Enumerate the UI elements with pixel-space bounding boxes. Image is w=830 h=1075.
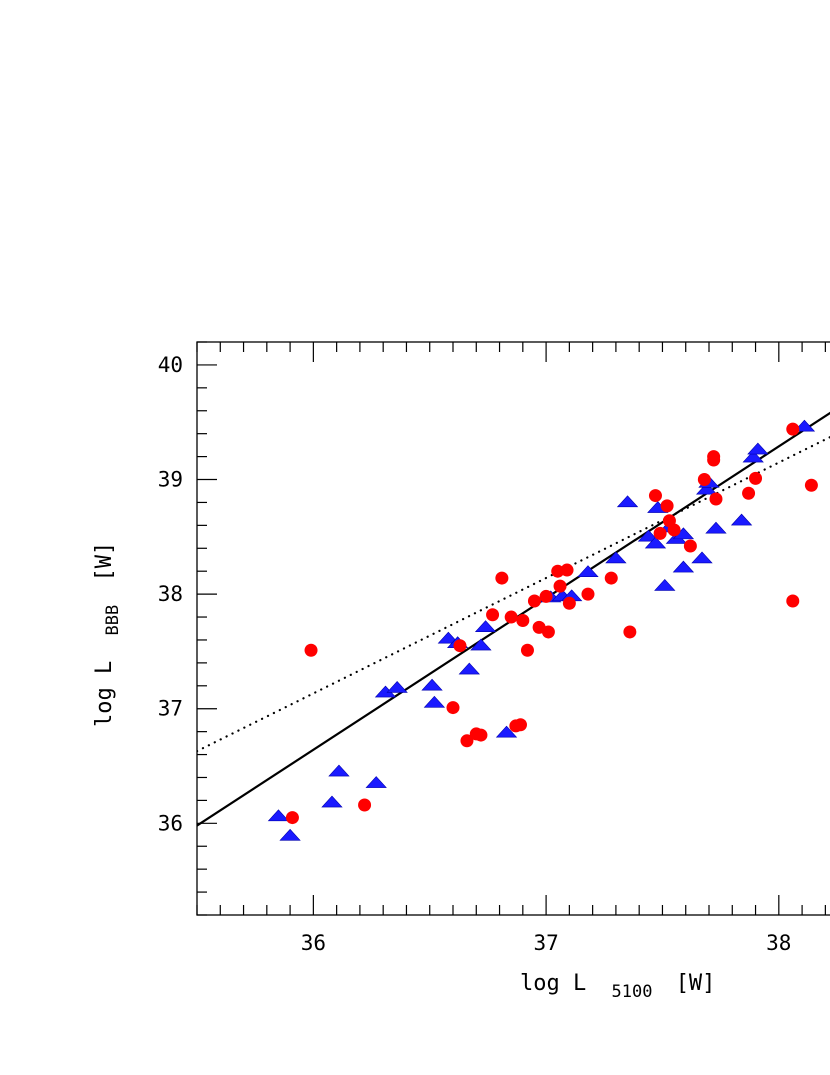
triangle-marker bbox=[386, 681, 408, 693]
circle-marker bbox=[623, 625, 637, 639]
circle-marker bbox=[697, 473, 711, 487]
triangle-marker bbox=[458, 662, 480, 675]
triangle-marker bbox=[742, 450, 764, 463]
y-axis-label-sub: BBB bbox=[103, 605, 123, 636]
circle-marker bbox=[553, 579, 567, 593]
circle-marker bbox=[460, 734, 474, 748]
circle-marker bbox=[285, 811, 299, 825]
triangle-marker bbox=[328, 764, 350, 777]
x-tick-label: 37 bbox=[533, 931, 558, 955]
circle-marker bbox=[742, 486, 756, 500]
circle-marker bbox=[453, 639, 467, 653]
x-axis-label-main: log L bbox=[520, 971, 586, 996]
triangle-marker bbox=[470, 638, 492, 651]
circle-marker bbox=[709, 492, 723, 506]
circle-marker bbox=[513, 718, 527, 732]
circle-marker bbox=[562, 596, 576, 610]
triangle-marker bbox=[605, 551, 627, 564]
y-tick-label: 36 bbox=[158, 811, 183, 835]
y-axis-label-main: log L bbox=[92, 661, 117, 727]
circle-marker bbox=[648, 489, 662, 503]
x-tick-label: 36 bbox=[301, 931, 326, 955]
y-axis-title: log L BBB [W] bbox=[92, 542, 124, 727]
circle-marker bbox=[683, 539, 697, 553]
triangle-marker bbox=[637, 529, 660, 542]
triangle-marker bbox=[577, 565, 599, 578]
triangle-marker bbox=[267, 809, 290, 822]
circle-marker bbox=[516, 613, 530, 627]
triangle-marker bbox=[616, 495, 639, 508]
circle-marker bbox=[660, 499, 674, 513]
y-tick-label: 38 bbox=[158, 582, 183, 606]
y-axis-label-unit: [W] bbox=[92, 542, 117, 582]
data-markers bbox=[267, 419, 818, 841]
circle-marker bbox=[358, 798, 372, 812]
circle-marker bbox=[786, 422, 800, 436]
triangle-marker bbox=[279, 828, 301, 841]
triangle-marker bbox=[365, 776, 387, 788]
y-tick-label: 37 bbox=[158, 697, 183, 721]
circle-marker bbox=[474, 728, 488, 742]
circle-marker bbox=[539, 589, 553, 603]
axis-ticks bbox=[196, 341, 826, 916]
triangle-marker bbox=[437, 631, 460, 644]
axis-tick-labels: 36 37 38 36 37 38 39 40 bbox=[158, 353, 792, 955]
triangle-marker bbox=[705, 521, 727, 534]
circle-marker bbox=[504, 610, 518, 624]
triangle-marker bbox=[495, 725, 518, 738]
circle-marker bbox=[786, 594, 800, 608]
plot-frame bbox=[196, 341, 830, 916]
y-tick-label: 39 bbox=[158, 468, 183, 492]
circle-marker bbox=[749, 471, 763, 485]
triangle-marker bbox=[730, 513, 753, 526]
y-tick-label: 40 bbox=[158, 353, 183, 377]
triangle-marker bbox=[644, 536, 667, 549]
circle-marker bbox=[667, 523, 681, 537]
x-axis-title: log L 5100 [W] bbox=[520, 971, 715, 1003]
circle-marker bbox=[495, 571, 509, 585]
circle-marker bbox=[527, 594, 541, 608]
x-axis-label-unit: [W] bbox=[676, 971, 716, 996]
triangle-marker bbox=[474, 620, 497, 633]
circle-marker bbox=[304, 643, 318, 657]
triangle-marker bbox=[654, 579, 676, 591]
circle-marker bbox=[581, 587, 595, 601]
triangle-marker bbox=[691, 551, 713, 564]
circle-marker bbox=[804, 478, 818, 492]
triangle-marker bbox=[793, 419, 816, 432]
circle-marker bbox=[520, 643, 534, 657]
x-axis-label-sub: 5100 bbox=[611, 982, 652, 1002]
circle-marker bbox=[604, 571, 618, 585]
fit-line-dotted bbox=[197, 435, 830, 753]
circle-marker bbox=[653, 526, 667, 540]
circle-marker bbox=[541, 625, 555, 639]
circle-marker bbox=[707, 450, 721, 464]
triangle-marker bbox=[321, 795, 343, 808]
triangle-marker bbox=[421, 678, 443, 691]
x-tick-label: 38 bbox=[766, 931, 791, 955]
triangle-marker bbox=[695, 482, 718, 495]
triangle-marker bbox=[423, 695, 446, 708]
triangle-marker bbox=[672, 560, 695, 573]
circle-marker bbox=[486, 608, 500, 622]
circle-marker bbox=[560, 563, 574, 577]
triangle-marker bbox=[747, 442, 769, 455]
circle-marker bbox=[446, 701, 460, 715]
